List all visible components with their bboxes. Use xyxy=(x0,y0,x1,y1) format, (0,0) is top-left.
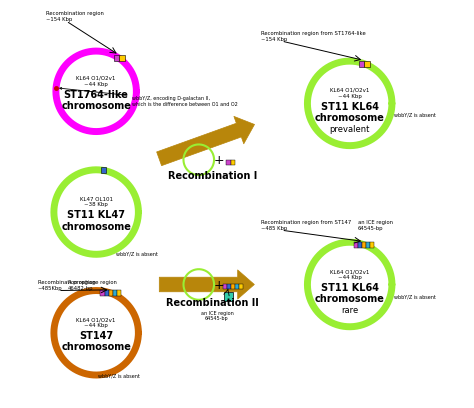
Text: Recombination region
~485Kbp: Recombination region ~485Kbp xyxy=(38,280,96,291)
Bar xyxy=(235,284,239,289)
Bar xyxy=(104,290,109,296)
Bar xyxy=(231,284,235,289)
Bar xyxy=(239,284,243,289)
Bar xyxy=(364,61,370,67)
Text: Recombination region from ST1764-like
~154 Kbp: Recombination region from ST1764-like ~1… xyxy=(261,31,366,42)
Text: prevalent: prevalent xyxy=(329,125,370,134)
Text: an ICE region
64545-bp: an ICE region 64545-bp xyxy=(201,310,233,322)
Text: +: + xyxy=(214,154,224,167)
Text: wbbY/Z is absent: wbbY/Z is absent xyxy=(98,374,140,379)
Bar xyxy=(100,167,106,173)
Text: ST1764-like: ST1764-like xyxy=(64,89,128,100)
Text: +: + xyxy=(214,279,224,292)
Bar xyxy=(113,290,117,296)
Bar xyxy=(114,55,119,61)
Text: ST11 KL64: ST11 KL64 xyxy=(321,283,379,293)
Text: Recombination II: Recombination II xyxy=(166,297,259,308)
Bar xyxy=(358,61,364,67)
Text: ST11 KL64: ST11 KL64 xyxy=(321,102,379,112)
Text: KL64 O1/O2v1
~44 Kbp: KL64 O1/O2v1 ~44 Kbp xyxy=(76,317,116,328)
Bar xyxy=(109,290,113,296)
Bar xyxy=(226,160,230,165)
Bar xyxy=(119,55,125,61)
Bar xyxy=(117,290,121,296)
Text: wbbY/Z is absent: wbbY/Z is absent xyxy=(116,252,158,257)
Bar xyxy=(223,284,227,289)
Bar xyxy=(224,292,233,301)
Text: rare: rare xyxy=(341,306,358,315)
Text: Recombination I: Recombination I xyxy=(168,171,257,181)
Text: wbbY/Z is absent: wbbY/Z is absent xyxy=(394,113,436,118)
Text: chromosome: chromosome xyxy=(61,342,131,352)
Bar xyxy=(100,290,104,296)
Bar xyxy=(230,160,236,165)
Text: ST11 KL47: ST11 KL47 xyxy=(67,210,125,220)
Text: chromosome: chromosome xyxy=(61,222,131,231)
Text: chromosome: chromosome xyxy=(61,101,131,111)
Text: an ICE region
64545-bp: an ICE region 64545-bp xyxy=(358,220,393,231)
Text: ST147: ST147 xyxy=(79,331,113,341)
Text: chromosome: chromosome xyxy=(315,294,384,304)
Text: Recombination region from ST147
~485 Kbp: Recombination region from ST147 ~485 Kbp xyxy=(261,220,351,231)
Bar xyxy=(370,242,374,248)
Text: KL64 O1/O2v1
~44 Kbp: KL64 O1/O2v1 ~44 Kbp xyxy=(76,76,116,86)
Text: chromosome: chromosome xyxy=(315,113,384,123)
Bar xyxy=(358,242,362,248)
Text: A prophage region
46482-bp: A prophage region 46482-bp xyxy=(68,280,117,291)
Bar xyxy=(354,242,358,248)
Bar xyxy=(366,242,370,248)
Text: wbbY/Z is absent: wbbY/Z is absent xyxy=(394,294,436,299)
Text: wbbY/Z, encoding D-galactan II,
which is the difference between O1 and O2: wbbY/Z, encoding D-galactan II, which is… xyxy=(60,87,238,107)
Text: Recombination region
~154 Kbp: Recombination region ~154 Kbp xyxy=(46,11,104,22)
Text: KL64 O1/O2v1
~44 Kbp: KL64 O1/O2v1 ~44 Kbp xyxy=(330,88,369,99)
Text: KL47 OL101
~38 Kbp: KL47 OL101 ~38 Kbp xyxy=(80,197,113,207)
Bar xyxy=(227,284,231,289)
Bar xyxy=(362,242,366,248)
Text: KL64 O1/O2v1
~44 Kbp: KL64 O1/O2v1 ~44 Kbp xyxy=(330,269,369,280)
